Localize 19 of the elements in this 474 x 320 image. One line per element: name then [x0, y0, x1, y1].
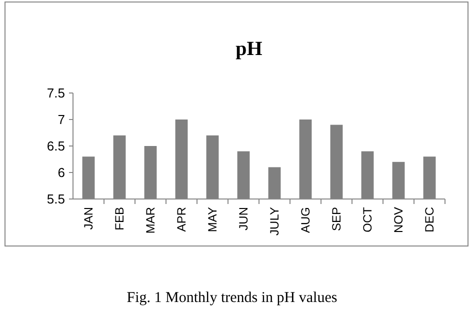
x-tick-label: SEP	[330, 207, 344, 232]
x-tick-label: DEC	[422, 206, 437, 232]
chart-title: pH	[236, 38, 263, 60]
x-tick-label: APR	[174, 206, 189, 232]
x-tick-label: JAN	[82, 207, 96, 230]
x-tick-label: OCT	[360, 206, 375, 232]
y-tick-label: 7.5	[46, 86, 65, 101]
caption: Fig. 1 Monthly trends in pH values	[126, 290, 338, 306]
y-tick-label: 5.5	[46, 192, 65, 207]
y-tick-label: 6.5	[46, 138, 65, 154]
x-tick-label: JULY	[268, 207, 282, 236]
x-tick-label: JUN	[236, 207, 251, 230]
y-tick-label: 7	[58, 112, 65, 128]
x-tick-label: NOV	[392, 207, 406, 234]
x-tick-label: FEB	[112, 207, 127, 230]
y-tick-label: 6	[58, 165, 65, 180]
x-tick-label: MAY	[206, 207, 220, 232]
x-tick-label: MAR	[144, 206, 158, 234]
x-tick-label: AUG	[298, 207, 313, 234]
